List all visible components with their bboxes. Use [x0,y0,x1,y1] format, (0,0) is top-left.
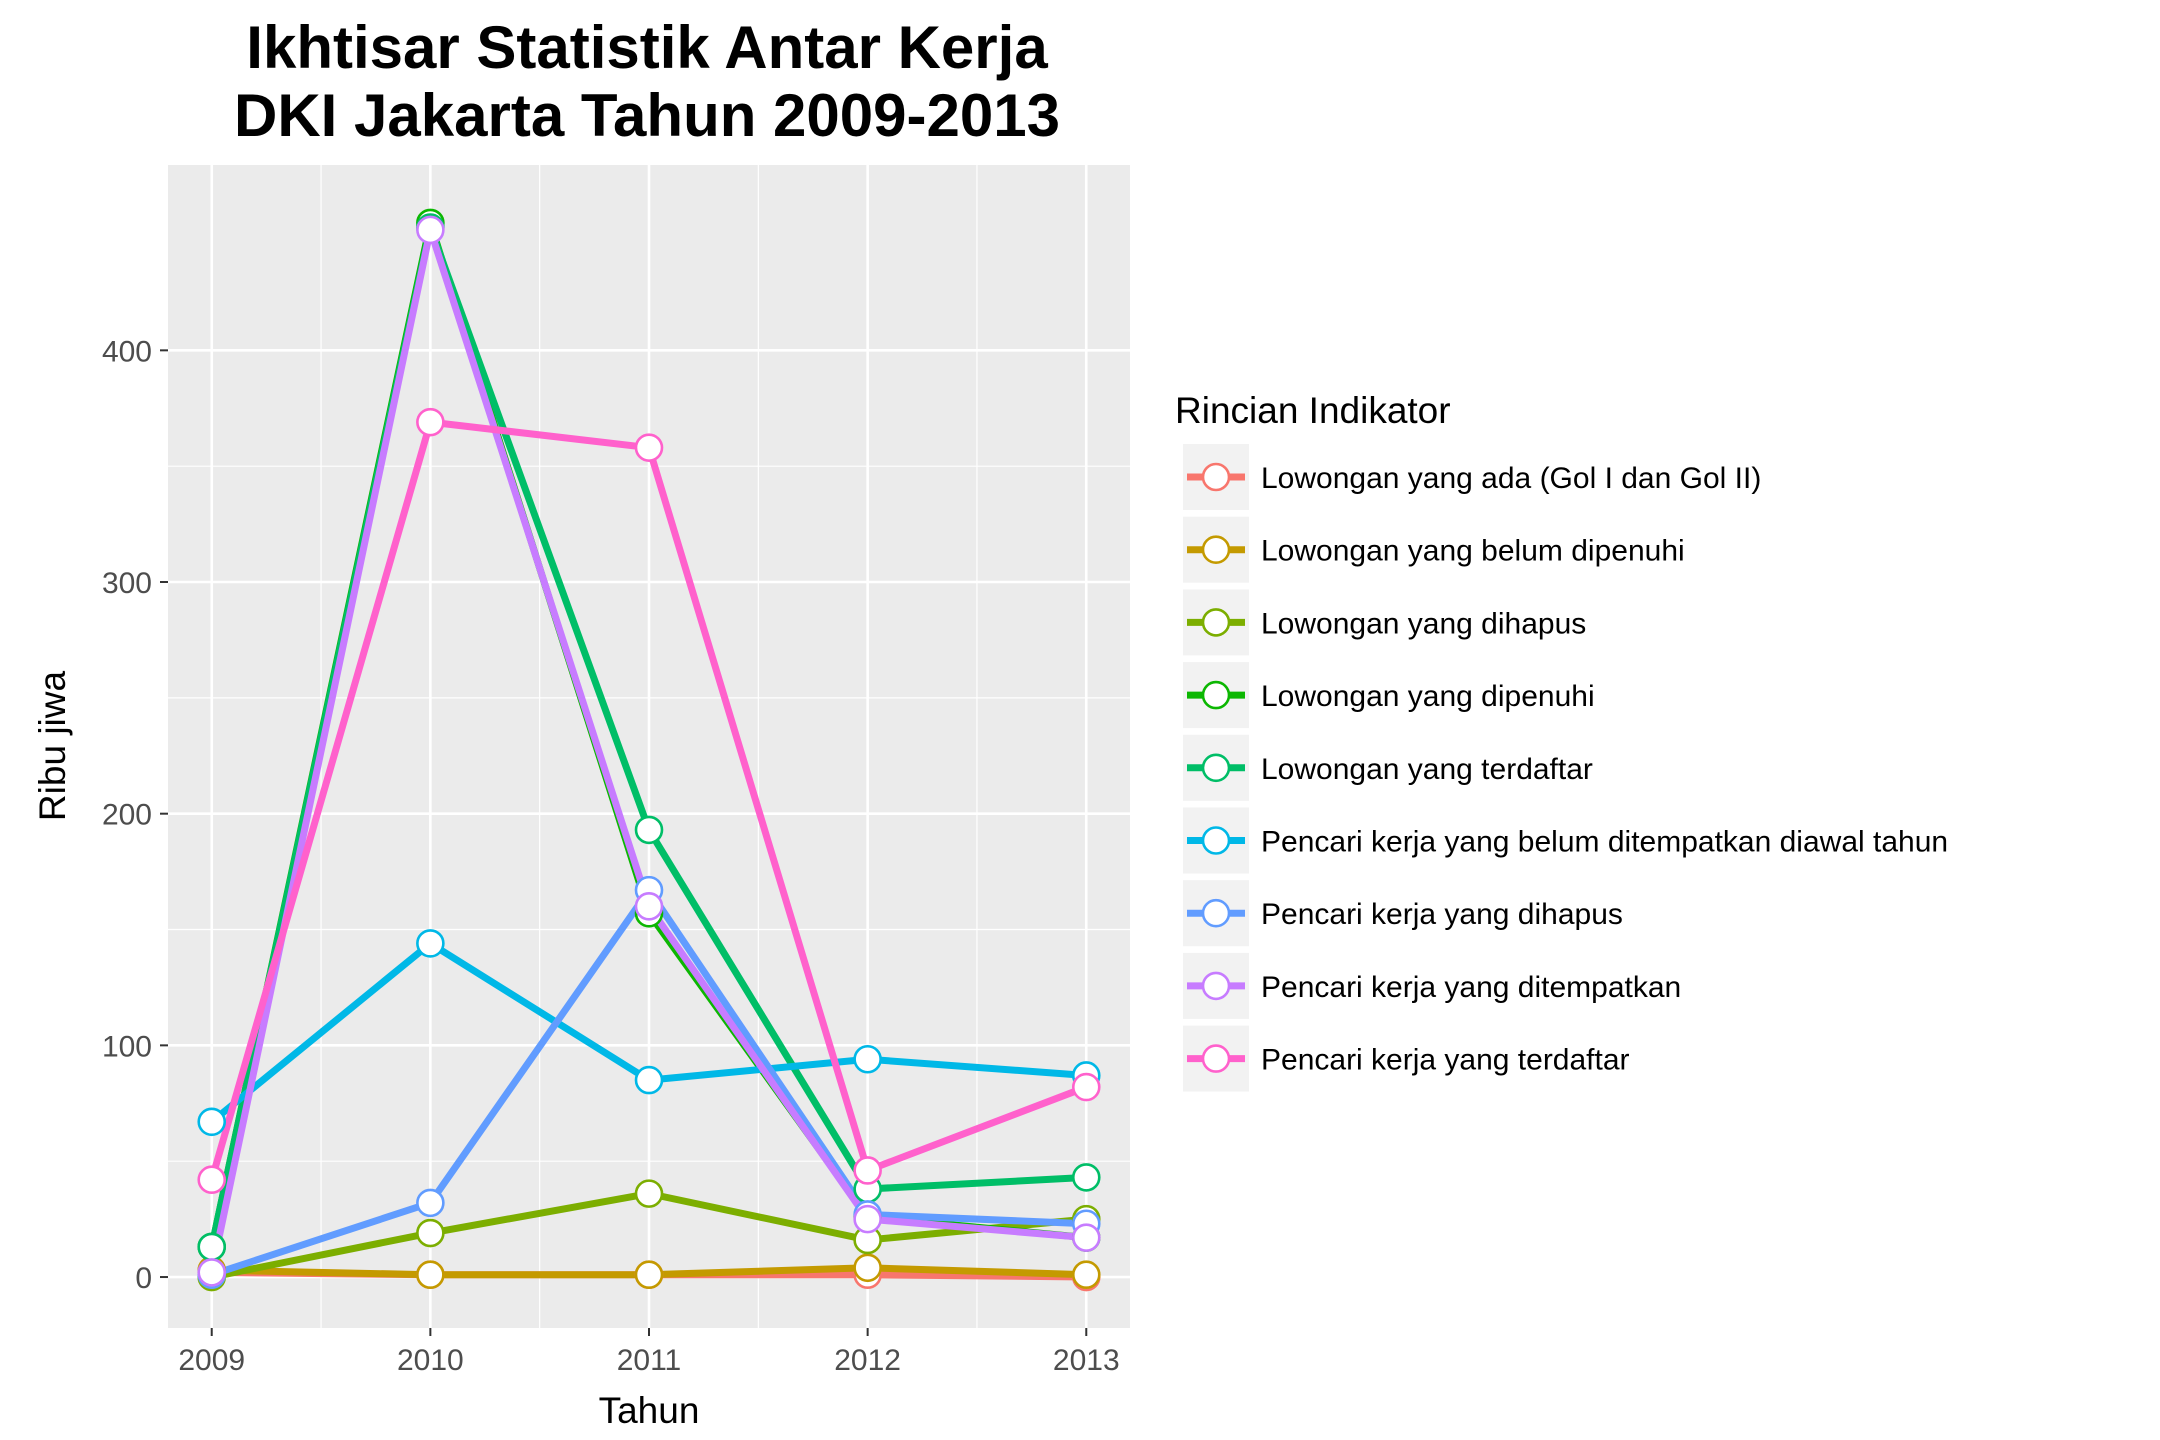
data-point-pencari-kerja-yang-dihapus [416,1188,445,1218]
legend-key-point [1201,753,1231,783]
x-axis-title: Tahun [599,1390,700,1431]
legend-label-lowongan-yang-ada-gol-i-dan-gol-ii: Lowongan yang ada (Gol I dan Gol II) [1261,462,1761,495]
x-tick-label: 2012 [834,1344,901,1377]
data-point-pencari-kerja-yang-ditempatkan [1071,1223,1101,1252]
legend-label-lowongan-yang-terdaftar: Lowongan yang terdaftar [1261,753,1593,786]
x-tick-label: 2013 [1053,1344,1120,1377]
x-tick-label: 2011 [617,1344,682,1377]
data-point-pencari-kerja-yang-belum-ditempatkan-diawal-tahun [416,929,445,958]
data-point-lowongan-yang-dihapus [416,1218,445,1248]
y-tick-label: 400 [102,335,152,368]
legend-key-point [1201,898,1231,928]
x-tick-label: 2009 [178,1344,245,1377]
legend-label-pencari-kerja-yang-dihapus: Pencari kerja yang dihapus [1261,898,1623,931]
data-point-pencari-kerja-yang-terdaftar [634,433,664,462]
data-point-pencari-kerja-yang-terdaftar [853,1156,882,1185]
data-point-pencari-kerja-yang-ditempatkan [634,892,664,921]
legend-key-point [1201,680,1231,710]
x-tick-label: 2010 [397,1344,464,1377]
legend-key-point [1201,971,1231,1001]
axes: 0 100 200 300 400 2009 2010 2011 2012 2013 [102,335,1120,1377]
data-point-lowongan-yang-belum-dipenuhi [416,1260,445,1290]
legend-label-pencari-kerja-yang-terdaftar: Pencari kerja yang terdaftar [1261,1044,1630,1077]
data-point-pencari-kerja-yang-ditempatkan [197,1258,227,1287]
legend-label-pencari-kerja-yang-belum-ditempatkan-diawal-tahun: Pencari kerja yang belum ditempatkan dia… [1261,826,1948,859]
series-layer [197,208,1101,1292]
legend-items: Lowongan yang ada (Gol I dan Gol II) Lowo… [1183,444,1948,1092]
y-tick-label: 300 [102,567,152,600]
legend-label-lowongan-yang-dipenuhi: Lowongan yang dipenuhi [1261,680,1595,713]
data-point-lowongan-yang-belum-dipenuhi [1071,1260,1101,1290]
data-point-lowongan-yang-terdaftar [1071,1163,1101,1192]
legend-key-point [1201,1044,1231,1073]
legend-key-point [1201,462,1231,492]
data-point-pencari-kerja-yang-belum-ditempatkan-diawal-tahun [853,1044,882,1074]
y-axis-title: Ribu jiwa [32,671,73,822]
y-tick-label: 0 [135,1262,152,1295]
data-point-lowongan-yang-belum-dipenuhi [634,1260,664,1290]
data-point-lowongan-yang-terdaftar [634,815,664,845]
data-point-lowongan-yang-belum-dipenuhi [853,1253,882,1283]
data-point-pencari-kerja-yang-terdaftar [1071,1072,1101,1102]
legend-label-lowongan-yang-dihapus: Lowongan yang dihapus [1261,607,1586,640]
data-point-pencari-kerja-yang-belum-ditempatkan-diawal-tahun [197,1107,227,1137]
legend-key-point [1201,826,1231,855]
y-tick-label: 200 [102,799,152,832]
legend-label-lowongan-yang-belum-dipenuhi: Lowongan yang belum dipenuhi [1261,535,1685,568]
legend-key-point [1201,608,1231,637]
data-point-pencari-kerja-yang-ditempatkan [416,215,445,245]
data-point-pencari-kerja-yang-belum-ditempatkan-diawal-tahun [634,1065,664,1095]
legend-key-point [1201,535,1231,565]
legend: Rincian Indikator Lowongan yang ada (Gol… [1175,390,1948,1092]
data-point-lowongan-yang-terdaftar [197,1232,227,1262]
chart-title-line-2: DKI Jakarta Tahun 2009-2013 [234,82,1060,149]
data-point-lowongan-yang-dihapus [634,1179,664,1208]
data-point-pencari-kerja-yang-terdaftar [416,407,445,437]
data-point-pencari-kerja-yang-terdaftar [197,1165,227,1195]
chart-title-line-1: Ikhtisar Statistik Antar Kerja [246,14,1048,81]
data-point-pencari-kerja-yang-ditempatkan [853,1204,882,1234]
y-tick-label: 100 [102,1030,152,1063]
legend-label-pencari-kerja-yang-ditempatkan: Pencari kerja yang ditempatkan [1261,971,1681,1004]
legend-title: Rincian Indikator [1175,390,1451,431]
